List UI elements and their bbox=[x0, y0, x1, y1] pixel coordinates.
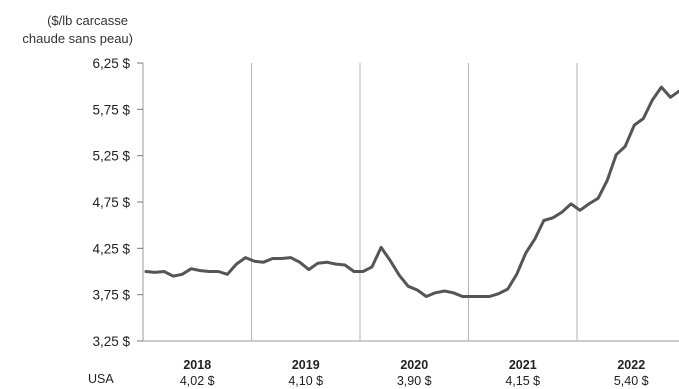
annual-average-2021: 4,15 $ bbox=[505, 374, 540, 388]
unit-label-line-2: chaude sans peau) bbox=[22, 31, 133, 46]
annual-average-2018: 4,02 $ bbox=[180, 374, 215, 388]
y-axis: 6,25 $ 5,75 $ 5,25 $ 4,75 $ 4,25 $ 3,75 $ 3,25… bbox=[92, 56, 143, 349]
unit-label-line-1: ($/lb carcasse bbox=[47, 13, 128, 28]
year-label-2019: 2019 bbox=[292, 358, 320, 372]
y-tick-label: 6,25 $ bbox=[92, 56, 130, 71]
year-label-2022: 2022 bbox=[617, 358, 645, 372]
annual-average-2019: 4,10 $ bbox=[288, 374, 323, 388]
y-tick-label: 3,25 $ bbox=[92, 334, 130, 349]
y-tick-label: 4,25 $ bbox=[92, 241, 130, 256]
series-layer bbox=[144, 85, 679, 298]
y-tick-label: 5,25 $ bbox=[92, 149, 130, 164]
y-tick-label: 4,75 $ bbox=[92, 195, 130, 210]
x-axis: 2018 4,02 $ 2019 4,10 $ 2020 3,90 $ 2021 4,15 $… bbox=[180, 358, 649, 388]
grid bbox=[142, 63, 679, 342]
year-label-2020: 2020 bbox=[400, 358, 428, 372]
y-tick-label: 5,75 $ bbox=[92, 102, 130, 117]
year-label-2021: 2021 bbox=[509, 358, 537, 372]
annual-average-2022: 5,40 $ bbox=[614, 374, 649, 388]
row-label-usa: USA bbox=[88, 372, 114, 386]
year-label-2018: 2018 bbox=[183, 358, 211, 372]
series-line-0 bbox=[144, 85, 679, 298]
annual-average-2020: 3,90 $ bbox=[397, 374, 432, 388]
y-tick-label: 3,75 $ bbox=[92, 288, 130, 303]
